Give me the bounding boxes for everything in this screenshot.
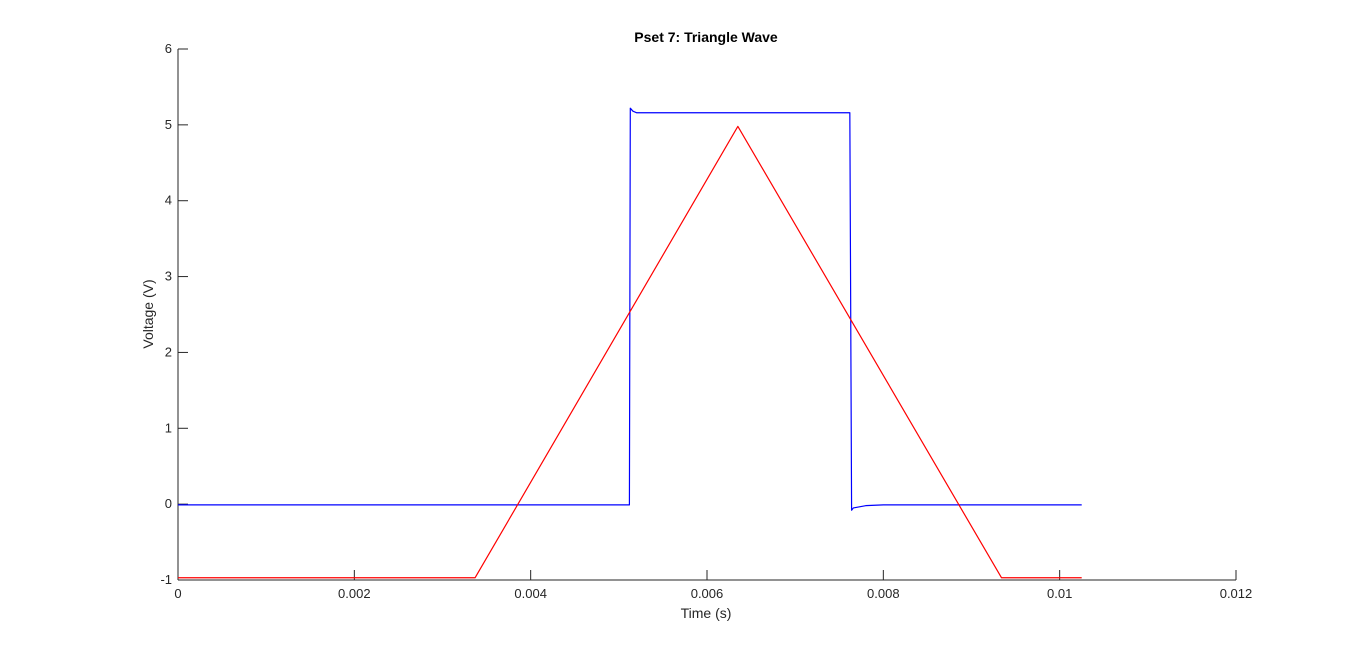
y-tick-label: -1 <box>160 572 172 587</box>
y-tick-label: 1 <box>165 420 172 435</box>
y-axis-label: Voltage (V) <box>140 279 156 348</box>
x-tick-label: 0.01 <box>1047 586 1072 601</box>
y-tick-label: 0 <box>165 496 172 511</box>
x-tick-label: 0.008 <box>867 586 900 601</box>
series-lines <box>178 107 1082 579</box>
x-tick-label: 0.004 <box>514 586 547 601</box>
y-tick-label: 3 <box>165 269 172 284</box>
x-tick-label: 0.006 <box>691 586 724 601</box>
x-axis-label: Time (s) <box>681 605 732 621</box>
x-tick-label: 0 <box>174 586 181 601</box>
series-line-2 <box>178 125 1082 579</box>
x-tick-label: 0.002 <box>338 586 371 601</box>
y-tick-label: 4 <box>165 193 172 208</box>
y-tick-label: 2 <box>165 344 172 359</box>
y-tick-label: 5 <box>165 117 172 132</box>
chart-title: Pset 7: Triangle Wave <box>634 29 778 45</box>
series-line-1 <box>178 107 1082 511</box>
x-tick-label: 0.012 <box>1220 586 1253 601</box>
y-tick-label: 6 <box>165 41 172 56</box>
